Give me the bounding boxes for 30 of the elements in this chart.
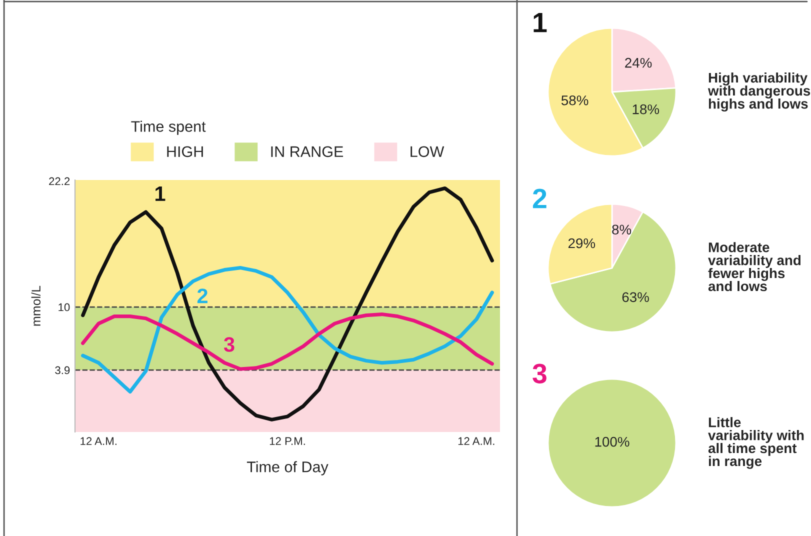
y-tick-label: 22.2: [49, 177, 70, 186]
data-label: 58%: [561, 95, 588, 106]
data-label: 29%: [568, 238, 596, 248]
text: High variability with dangerous highs and lows: [708, 72, 810, 112]
data-label: 18%: [632, 104, 660, 114]
x-tick-label: 12 A.M.: [80, 437, 116, 445]
legend-label: IN RANGE: [271, 146, 344, 158]
data-label: 24%: [625, 58, 652, 68]
series-label: 2: [197, 288, 208, 304]
legend-label: LOW: [410, 146, 444, 158]
line-series: [81, 266, 494, 394]
x-tick-label: 12 A.M.: [458, 437, 494, 445]
text: Moderate variability and fewer highs and lows: [708, 242, 800, 292]
text: Little variability with all time spent in range: [708, 417, 804, 469]
chart-title: 2: [532, 188, 546, 208]
x-axis-title: Time of Day: [246, 461, 328, 476]
chart-title: 3: [532, 364, 546, 384]
data-label: 8%: [612, 224, 632, 235]
legend-title: Time spent: [131, 120, 206, 135]
line-series: [81, 186, 494, 422]
y-tick-label: 10: [58, 303, 70, 312]
y-tick-label: 3.9: [55, 366, 70, 374]
chart-title: 1: [534, 13, 547, 32]
series-label: 3: [224, 337, 234, 352]
data-label: 100%: [595, 436, 630, 447]
data-label: 63%: [622, 292, 649, 302]
x-tick-label: 12 P.M.: [270, 437, 305, 445]
legend-label: HIGH: [167, 146, 203, 158]
y-axis-title: mmol/L: [31, 286, 40, 326]
series-label: 1: [156, 186, 166, 201]
